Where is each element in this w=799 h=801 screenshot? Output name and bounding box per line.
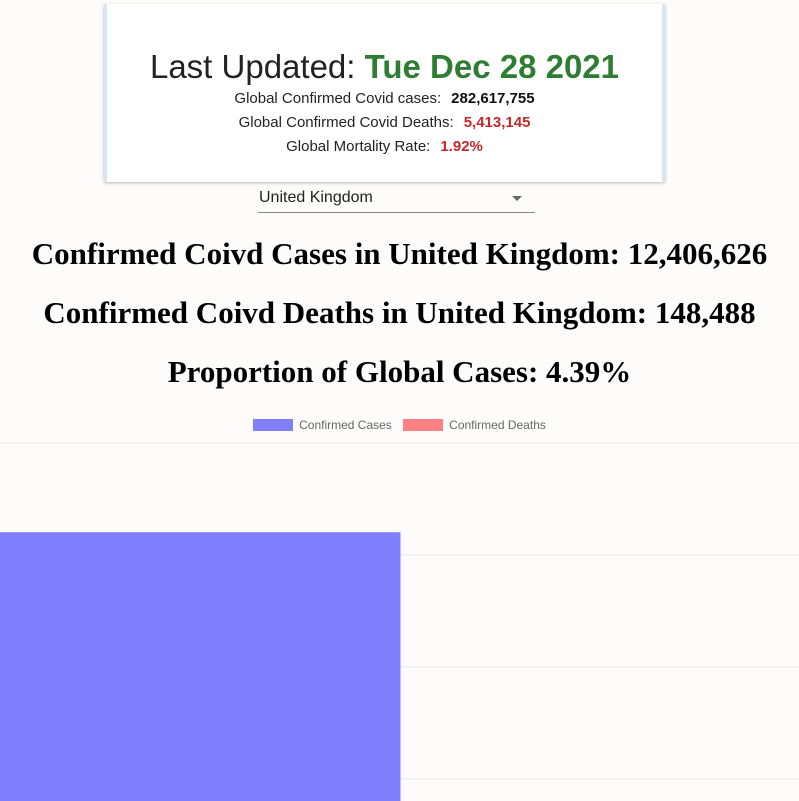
country-deaths-headline: Confirmed Coivd Deaths in United Kingdom… (43, 295, 756, 330)
chart-legend: Confirmed Cases Confirmed Deaths (0, 418, 799, 432)
last-updated-label: Last Updated: (149, 48, 356, 85)
legend-swatch-deaths (403, 419, 444, 431)
global-deaths-label: Global Confirmed Covid Deaths: (238, 114, 454, 131)
last-updated: Last Updated: Tue Dec 28 2021 (107, 48, 662, 86)
global-cases-value: 282,617,755 (451, 90, 535, 107)
legend-swatch-cases (253, 419, 294, 431)
country-select-value: United Kingdom (259, 189, 373, 206)
global-deaths-row: Global Confirmed Covid Deaths: 5,413,145 (107, 114, 662, 132)
chevron-down-icon[interactable] (512, 196, 522, 201)
mortality-row: Global Mortality Rate: 1.92% (107, 138, 662, 156)
global-cases-label: Global Confirmed Covid cases: (234, 90, 442, 107)
legend-item-deaths[interactable]: Confirmed Deaths (403, 418, 546, 432)
mortality-value: 1.92% (440, 138, 483, 155)
proportion-headline: Proportion of Global Cases: 4.39% (167, 354, 632, 389)
legend-label-cases: Confirmed Cases (299, 418, 392, 432)
bar-confirmed-cases[interactable] (0, 532, 401, 801)
legend-item-cases[interactable]: Confirmed Cases (253, 418, 392, 432)
global-summary-card: Last Updated: Tue Dec 28 2021 Global Con… (104, 4, 665, 182)
country-cases-headline: Confirmed Coivd Cases in United Kingdom:… (31, 236, 768, 271)
mortality-label: Global Mortality Rate: (286, 138, 431, 155)
last-updated-date: Tue Dec 28 2021 (364, 48, 620, 85)
global-cases-row: Global Confirmed Covid cases: 282,617,755 (107, 90, 662, 108)
country-select[interactable]: United Kingdom (258, 185, 535, 213)
global-deaths-value: 5,413,145 (463, 114, 531, 131)
legend-label-deaths: Confirmed Deaths (449, 418, 546, 432)
cases-deaths-bar-chart (0, 442, 799, 801)
